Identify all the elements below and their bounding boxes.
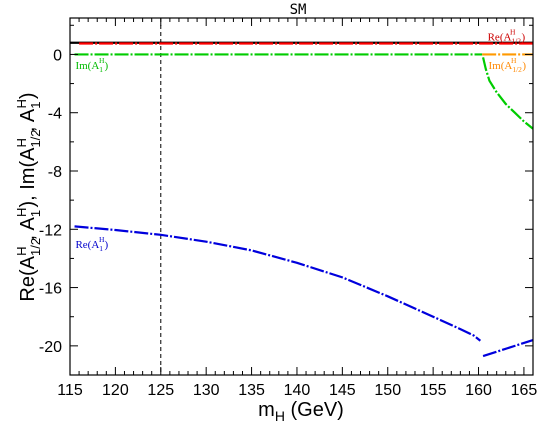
x-tick-label-115: 115	[57, 382, 83, 399]
annotation-im-a1: Im(A1H)	[75, 56, 108, 74]
x-tick-label-155: 155	[420, 382, 447, 399]
x-axis-label-sub: H	[275, 408, 285, 424]
y-tick-label--8: -8	[48, 164, 62, 181]
x-axis: 115 120 125 130 135 140 145 150 155 160 165	[57, 18, 537, 399]
x-tick-label-160: 160	[465, 382, 492, 399]
y-axis: 0 -4 -8 -12 -16 -20	[39, 24, 533, 376]
series-re-a1-below-threshold	[74, 225, 482, 342]
chart-title: SM	[290, 2, 307, 18]
x-tick-label-140: 140	[284, 382, 311, 399]
x-axis-label: mH (GeV)	[258, 399, 344, 424]
x-axis-label-rest: (GeV)	[285, 399, 344, 421]
annotation-re-a12: Re(A1/2H)	[488, 28, 526, 46]
y-tick-label--12: -12	[39, 222, 62, 239]
plot-frame	[69, 17, 534, 376]
x-tick-label-150: 150	[374, 382, 401, 399]
annotation-im-a12: Im(A1/2H)	[489, 56, 527, 74]
x-tick-label-145: 145	[329, 382, 356, 399]
x-axis-label-main: m	[258, 399, 275, 421]
y-tick-label--4: -4	[48, 106, 62, 123]
series-im-a1-above-threshold	[481, 57, 534, 130]
y-tick-label--16: -16	[39, 281, 62, 298]
x-tick-label-120: 120	[102, 382, 129, 399]
y-tick-label-0: 0	[53, 47, 62, 64]
x-tick-label-130: 130	[193, 382, 220, 399]
y-tick-label--20: -20	[39, 339, 62, 356]
x-tick-label-125: 125	[147, 382, 174, 399]
series-re-a1-above-threshold	[482, 338, 534, 358]
curve-annotations: Re(A1/2H) Im(A1H) Im(A1/2H) Re(A1H)	[75, 28, 526, 254]
plot-area	[70, 18, 534, 375]
x-tick-label-135: 135	[238, 382, 265, 399]
y-axis-label: Re(A1/2H, A1H), Im(A1/2H, A1H)	[14, 92, 43, 301]
x-tick-label-165: 165	[511, 382, 538, 399]
annotation-re-a1: Re(A1H)	[75, 235, 108, 253]
